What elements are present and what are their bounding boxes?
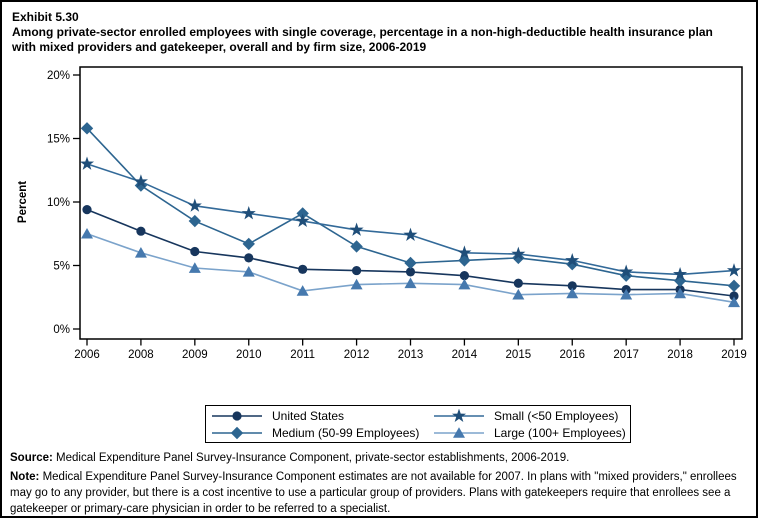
data-point-diamond xyxy=(296,207,309,220)
data-point-circle xyxy=(351,265,362,276)
footer: Source: Medical Expenditure Panel Survey… xyxy=(10,450,752,516)
series-small-50-employees xyxy=(79,156,742,281)
x-axis-tick-label: 2013 xyxy=(398,349,424,361)
data-point-circle xyxy=(190,246,200,257)
data-point-diamond xyxy=(80,122,94,135)
data-point-star xyxy=(511,246,526,261)
source-text: Medical Expenditure Panel Survey-Insuran… xyxy=(52,452,570,464)
y-axis-tick-label: 10% xyxy=(47,197,70,209)
chart-title: Among private-sector enrolled employees … xyxy=(12,25,713,54)
x-axis-tick-label: 2018 xyxy=(667,349,693,361)
data-point-circle xyxy=(567,281,577,291)
data-point-triangle xyxy=(404,277,417,289)
circle-marker-icon xyxy=(212,410,262,421)
x-axis-tick-label: 2009 xyxy=(182,349,208,361)
x-axis-tick-label: 2015 xyxy=(506,349,532,361)
data-point-triangle xyxy=(620,288,633,300)
data-point-circle xyxy=(232,410,242,421)
data-point-star xyxy=(565,253,580,267)
data-point-star xyxy=(403,227,418,242)
legend-label: Small (<50 Employees) xyxy=(494,408,619,423)
data-point-diamond xyxy=(242,237,255,251)
y-axis-tick-label: 20% xyxy=(47,70,70,82)
data-point-diamond xyxy=(350,240,363,253)
data-point-triangle xyxy=(674,287,687,299)
legend-item-united-states: United States xyxy=(212,408,434,424)
data-point-star xyxy=(79,156,95,170)
data-point-triangle xyxy=(242,266,255,277)
x-axis-tick-label: 2019 xyxy=(721,349,747,361)
data-point-diamond xyxy=(188,214,202,228)
triangle-marker-icon xyxy=(434,426,484,438)
legend-label: Large (100+ Employees) xyxy=(494,425,626,440)
data-point-star xyxy=(187,198,202,212)
data-point-diamond xyxy=(230,426,244,439)
data-point-circle xyxy=(459,271,470,281)
header: Exhibit 5.30 Among private-sector enroll… xyxy=(12,9,736,55)
legend-item-small-firms: Small (<50 Employees) xyxy=(434,408,626,424)
source-label: Source: xyxy=(10,452,53,464)
legend-label: Medium (50-99 Employees) xyxy=(272,425,420,440)
data-point-triangle xyxy=(512,288,525,300)
data-point-triangle xyxy=(81,227,93,239)
y-axis-tick-label: 5% xyxy=(53,261,70,273)
data-point-star xyxy=(133,174,148,188)
data-point-triangle xyxy=(350,278,363,290)
diamond-marker-icon xyxy=(212,426,262,439)
data-point-circle xyxy=(244,253,254,263)
y-axis-tick-label: 15% xyxy=(47,134,70,146)
data-point-star xyxy=(349,222,364,236)
exhibit-number: Exhibit 5.30 xyxy=(12,10,79,24)
series-large-100-employees xyxy=(81,227,740,308)
data-point-triangle xyxy=(296,285,309,296)
data-point-circle xyxy=(298,264,308,274)
data-point-diamond xyxy=(458,254,471,267)
legend-item-medium-firms: Medium (50-99 Employees) xyxy=(212,425,434,441)
data-point-circle xyxy=(729,291,739,301)
x-axis-tick-label: 2011 xyxy=(290,349,315,361)
x-axis-tick-label: 2016 xyxy=(559,349,585,361)
star-marker-icon xyxy=(434,408,484,422)
x-axis-tick-label: 2006 xyxy=(74,349,100,361)
data-point-triangle xyxy=(453,426,465,438)
data-point-star xyxy=(619,264,634,278)
data-point-star xyxy=(673,266,688,281)
line-chart: 0% 5% 10% 15% 20% 2006 2008 2009 2010 2011 2012 201… xyxy=(17,66,747,361)
series-medium-50-99-employees xyxy=(80,122,741,293)
plot-frame xyxy=(79,66,743,340)
data-point-triangle xyxy=(458,278,471,290)
x-axis-tick-label: 2008 xyxy=(128,349,154,361)
data-point-circle xyxy=(513,278,523,288)
data-point-circle xyxy=(405,267,416,277)
note-line: Note: Medical Expenditure Panel Survey-I… xyxy=(10,469,752,516)
x-axis-tick-label: 2010 xyxy=(236,349,262,361)
data-point-triangle xyxy=(728,296,740,308)
data-point-diamond xyxy=(404,256,417,270)
note-text: Medical Expenditure Panel Survey-Insuran… xyxy=(10,471,737,515)
x-axis-tick-label: 2012 xyxy=(344,349,370,361)
y-axis-title: Percent xyxy=(17,181,29,223)
data-point-triangle xyxy=(134,247,147,258)
source-line: Source: Medical Expenditure Panel Survey… xyxy=(10,450,752,466)
data-point-diamond xyxy=(727,279,741,293)
data-point-circle xyxy=(136,226,146,236)
data-point-triangle xyxy=(566,287,579,299)
legend: United States Small (<50 Employees) Medi… xyxy=(205,405,631,443)
data-point-star xyxy=(451,408,467,422)
data-point-diamond xyxy=(512,251,525,265)
data-point-circle xyxy=(82,205,92,215)
data-point-star xyxy=(726,263,742,277)
legend-item-large-firms: Large (100+ Employees) xyxy=(434,425,626,441)
data-point-star xyxy=(295,213,310,228)
data-point-triangle xyxy=(188,262,201,273)
x-axis-tick-label: 2017 xyxy=(613,349,639,361)
data-point-star xyxy=(241,206,256,220)
y-axis-tick-label: 0% xyxy=(53,324,70,336)
note-label: Note: xyxy=(10,471,40,483)
legend-label: United States xyxy=(272,408,345,423)
x-axis-tick-label: 2014 xyxy=(452,349,478,361)
data-point-star xyxy=(457,245,472,259)
